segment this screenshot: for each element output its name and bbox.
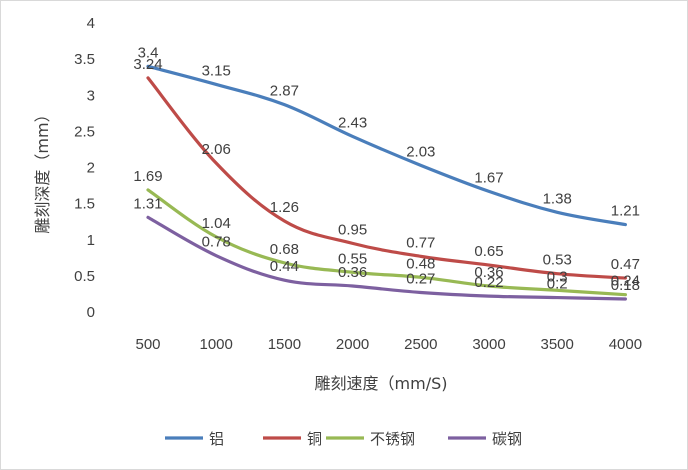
legend-label: 铜 [307, 430, 322, 448]
legend-label: 碳钢 [492, 430, 522, 448]
data-label: 0.77 [406, 234, 435, 251]
data-label: 3.24 [133, 56, 162, 73]
data-label: 1.26 [270, 199, 299, 216]
y-tick-label: 2 [87, 160, 95, 177]
x-tick-label: 1000 [200, 336, 233, 353]
y-tick-label: 1 [87, 232, 95, 249]
series-line-0 [146, 64, 627, 227]
legend: 铝 铜 不锈钢 碳钢 [165, 430, 522, 448]
data-label: 3.4 [138, 44, 159, 61]
x-tick-label: 3000 [472, 336, 505, 353]
tick-labels: 0 0.5 1 1.5 2 2.5 3 3.5 4 500 1000 1500 2000 2500 3000… [74, 15, 642, 353]
data-label: 0.68 [270, 241, 299, 258]
data-label: 0.22 [474, 274, 503, 291]
data-label: 0.47 [611, 256, 640, 273]
data-label: 3.15 [202, 62, 231, 79]
data-label: 1.38 [543, 190, 572, 207]
y-tick-label: 4 [87, 15, 95, 32]
data-label: 1.21 [611, 203, 640, 220]
data-labels: 3.4 3.15 2.87 2.43 2.03 1.67 1.38 1.21 3.24 2.06 1… [133, 44, 640, 294]
data-label: 0.65 [474, 243, 503, 260]
data-label: 0.53 [543, 252, 572, 269]
data-label: 0.3 [547, 268, 568, 285]
data-label: 1.04 [202, 215, 231, 232]
y-tick-label: 1.5 [74, 196, 95, 213]
x-tick-label: 3500 [541, 336, 574, 353]
y-tick-label: 0 [87, 304, 95, 321]
data-label: 0.18 [611, 277, 640, 294]
y-tick-label: 3 [87, 87, 95, 104]
data-label: 1.69 [133, 168, 162, 185]
data-label: 1.67 [474, 169, 503, 186]
y-tick-label: 3.5 [74, 51, 95, 68]
series-lines [146, 64, 627, 301]
data-label: 2.43 [338, 114, 367, 131]
y-tick-label: 0.5 [74, 268, 95, 285]
data-label: 0.48 [406, 255, 435, 272]
x-tick-label: 2000 [336, 336, 369, 353]
data-label: 0.36 [338, 264, 367, 281]
x-tick-label: 4000 [609, 336, 642, 353]
data-label: 0.55 [338, 250, 367, 267]
x-axis-title: 雕刻速度（mm/S) [315, 374, 448, 393]
y-axis-title: 雕刻深度（mm） [33, 106, 52, 233]
x-tick-label: 500 [135, 336, 160, 353]
legend-label: 铝 [209, 430, 224, 448]
legend-label: 不锈钢 [370, 430, 415, 448]
series-line-3 [146, 215, 627, 301]
data-label: 2.87 [270, 83, 299, 100]
x-tick-label: 2500 [404, 336, 437, 353]
data-label: 2.03 [406, 143, 435, 160]
data-label: 0.95 [338, 221, 367, 238]
x-tick-label: 1500 [268, 336, 301, 353]
data-label: 1.31 [133, 195, 162, 212]
data-label: 2.06 [202, 141, 231, 158]
data-label: 0.44 [270, 258, 299, 275]
y-tick-label: 2.5 [74, 123, 95, 140]
series-line-2 [146, 188, 627, 297]
data-label: 0.36 [474, 264, 503, 281]
data-label: 0.78 [202, 234, 231, 251]
data-label: 0.24 [611, 273, 640, 290]
series-line-1 [146, 76, 627, 280]
data-label: 0.2 [547, 276, 568, 293]
data-label: 0.27 [406, 270, 435, 287]
